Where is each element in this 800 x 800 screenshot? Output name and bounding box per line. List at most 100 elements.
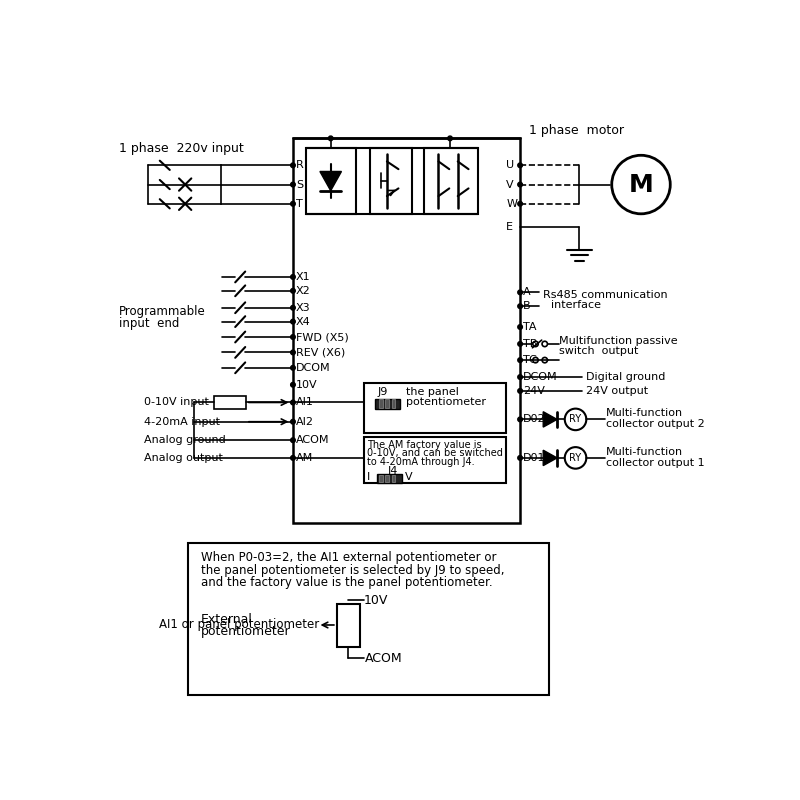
Bar xyxy=(364,383,506,434)
Bar xyxy=(377,474,402,482)
Text: TC: TC xyxy=(523,355,537,365)
Circle shape xyxy=(518,163,522,168)
Text: ACOM: ACOM xyxy=(296,435,330,445)
Text: X4: X4 xyxy=(296,317,310,326)
Text: Programmable: Programmable xyxy=(119,305,206,318)
Text: potentiometer: potentiometer xyxy=(406,398,486,407)
Text: V: V xyxy=(406,472,413,482)
Circle shape xyxy=(290,306,295,310)
Circle shape xyxy=(290,400,295,405)
Text: Multifunction passive: Multifunction passive xyxy=(558,336,678,346)
Bar xyxy=(293,138,520,523)
Text: X2: X2 xyxy=(296,286,310,296)
Circle shape xyxy=(290,163,295,168)
Circle shape xyxy=(518,389,522,394)
Circle shape xyxy=(448,136,452,141)
Bar xyxy=(386,399,390,408)
Text: DCOM: DCOM xyxy=(523,372,558,382)
Bar xyxy=(391,475,395,482)
Text: potentiometer: potentiometer xyxy=(201,626,290,638)
Text: 0-10V, and can be switched: 0-10V, and can be switched xyxy=(367,448,502,458)
Text: AM: AM xyxy=(296,453,314,463)
Text: interface: interface xyxy=(551,301,601,310)
Circle shape xyxy=(518,304,522,309)
Bar xyxy=(379,399,383,408)
Bar xyxy=(375,398,400,409)
Text: Digital ground: Digital ground xyxy=(586,372,665,382)
Text: D02: D02 xyxy=(523,414,546,424)
Text: B: B xyxy=(523,302,531,311)
Bar xyxy=(370,148,412,214)
Text: the panel: the panel xyxy=(406,387,459,398)
Text: The AM factory value is: The AM factory value is xyxy=(367,440,482,450)
Text: X3: X3 xyxy=(296,302,310,313)
Circle shape xyxy=(518,417,522,422)
Text: AI2: AI2 xyxy=(296,417,314,426)
Circle shape xyxy=(290,274,295,279)
Text: J4: J4 xyxy=(388,466,398,476)
Circle shape xyxy=(518,325,522,330)
Text: 24V output: 24V output xyxy=(586,386,648,396)
Text: When P0-03=2, the AI1 external potentiometer or: When P0-03=2, the AI1 external potentiom… xyxy=(201,551,496,565)
Text: External: External xyxy=(201,613,253,626)
Circle shape xyxy=(518,342,522,346)
Text: AI1: AI1 xyxy=(296,398,314,407)
Text: Multi-function: Multi-function xyxy=(606,408,683,418)
Circle shape xyxy=(565,447,586,469)
Circle shape xyxy=(518,358,522,362)
Circle shape xyxy=(290,202,295,206)
Text: 1 phase  motor: 1 phase motor xyxy=(530,124,624,137)
Circle shape xyxy=(290,366,295,370)
Text: input  end: input end xyxy=(119,317,179,330)
Circle shape xyxy=(533,342,538,346)
Text: D01: D01 xyxy=(523,453,546,463)
Circle shape xyxy=(542,342,547,346)
Text: collector output 1: collector output 1 xyxy=(606,458,705,467)
Polygon shape xyxy=(320,171,342,190)
Text: 10V: 10V xyxy=(364,594,388,607)
Circle shape xyxy=(290,289,295,293)
Text: TA: TA xyxy=(523,322,537,332)
Circle shape xyxy=(518,374,522,379)
Polygon shape xyxy=(543,412,557,427)
Text: J9: J9 xyxy=(378,387,388,398)
Text: 1 phase  220v input: 1 phase 220v input xyxy=(119,142,244,155)
Bar xyxy=(337,604,360,646)
Text: I: I xyxy=(367,472,370,482)
Text: collector output 2: collector output 2 xyxy=(606,419,705,429)
Text: TB: TB xyxy=(523,339,538,349)
Text: 24V: 24V xyxy=(523,386,545,396)
Text: Multi-function: Multi-function xyxy=(606,446,683,457)
Circle shape xyxy=(290,438,295,442)
Text: 10V: 10V xyxy=(296,380,318,390)
Text: R: R xyxy=(296,160,304,170)
Text: V: V xyxy=(506,179,514,190)
Bar xyxy=(306,148,356,214)
Text: RY: RY xyxy=(570,414,582,424)
Bar xyxy=(214,396,246,409)
Circle shape xyxy=(533,358,538,363)
Circle shape xyxy=(290,350,295,354)
Circle shape xyxy=(612,155,670,214)
Text: 0-10V input: 0-10V input xyxy=(144,398,210,407)
Text: DCOM: DCOM xyxy=(296,363,330,373)
Polygon shape xyxy=(543,450,557,466)
Text: W: W xyxy=(506,198,518,209)
Circle shape xyxy=(290,319,295,324)
Bar xyxy=(188,542,549,695)
Text: Analog ground: Analog ground xyxy=(144,435,226,445)
Text: M: M xyxy=(629,173,654,197)
Text: FWD (X5): FWD (X5) xyxy=(296,332,349,342)
Text: S: S xyxy=(296,179,303,190)
Text: T: T xyxy=(296,198,302,209)
Circle shape xyxy=(290,382,295,387)
Text: Analog output: Analog output xyxy=(144,453,223,463)
Text: the panel potentiometer is selected by J9 to speed,: the panel potentiometer is selected by J… xyxy=(201,564,504,577)
Text: 4-20mA input: 4-20mA input xyxy=(144,417,220,426)
Bar xyxy=(379,475,383,482)
Text: AI1 or panel potentiometer: AI1 or panel potentiometer xyxy=(159,618,319,631)
Text: A: A xyxy=(523,287,531,298)
Text: E: E xyxy=(506,222,514,232)
Text: and the factory value is the panel potentiometer.: and the factory value is the panel poten… xyxy=(201,576,492,589)
Circle shape xyxy=(290,419,295,424)
